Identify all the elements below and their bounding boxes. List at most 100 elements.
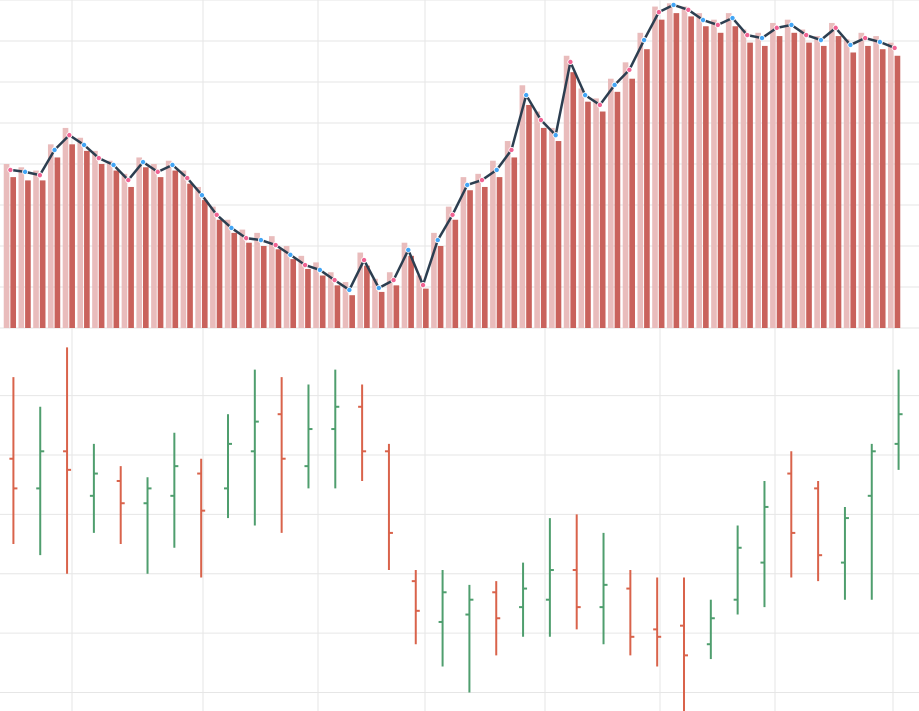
bar	[761, 45, 768, 329]
bar	[593, 98, 599, 329]
bar	[784, 19, 791, 329]
bar	[437, 246, 444, 328]
bar	[33, 170, 39, 328]
line-marker	[847, 41, 854, 48]
bar	[481, 186, 488, 328]
bar	[711, 19, 717, 329]
bar	[637, 32, 644, 329]
line-marker	[493, 166, 500, 173]
bar	[290, 259, 297, 328]
bar	[843, 39, 850, 329]
bar	[195, 186, 201, 328]
bar	[10, 177, 17, 328]
bar	[526, 104, 532, 329]
line-marker	[22, 168, 29, 175]
line-marker	[862, 35, 869, 42]
bar	[298, 255, 305, 328]
bar	[799, 29, 806, 329]
bar	[431, 232, 437, 328]
bar	[504, 141, 511, 328]
bar	[69, 144, 75, 328]
bar	[393, 285, 400, 328]
line-marker	[287, 251, 294, 258]
bar	[814, 36, 820, 329]
line-marker	[95, 155, 102, 162]
line-marker	[110, 161, 117, 168]
bar	[378, 291, 385, 328]
line-marker	[773, 24, 780, 31]
line-marker	[331, 277, 338, 284]
bar	[224, 219, 231, 328]
line-marker	[213, 211, 220, 218]
bar	[629, 78, 635, 328]
bar	[475, 173, 481, 328]
bar	[644, 49, 650, 328]
line-marker	[891, 44, 898, 51]
bar	[607, 78, 614, 328]
bar	[820, 45, 827, 329]
line-marker	[596, 101, 603, 108]
bar	[269, 236, 275, 328]
bar	[829, 22, 835, 329]
bar	[157, 177, 164, 328]
line-marker	[817, 37, 824, 44]
bar	[614, 91, 621, 328]
bar	[401, 242, 408, 328]
bar	[879, 49, 886, 328]
line-marker	[302, 262, 309, 269]
bar	[313, 262, 319, 328]
bar	[180, 170, 187, 328]
line-marker	[51, 146, 58, 153]
bar	[246, 242, 252, 328]
bar	[873, 36, 879, 329]
line-marker	[478, 177, 485, 184]
bar	[666, 3, 673, 329]
bar	[216, 219, 223, 328]
bar	[622, 62, 629, 328]
line-marker	[803, 32, 810, 39]
bar	[563, 55, 570, 328]
vertical-grid	[71, 0, 894, 711]
bar	[770, 22, 776, 329]
line-marker	[125, 177, 132, 184]
bar	[349, 295, 355, 328]
bar	[578, 88, 585, 328]
bar	[696, 13, 703, 329]
line-marker	[405, 246, 412, 253]
bar	[423, 288, 429, 328]
bar	[460, 177, 467, 328]
bar	[688, 16, 694, 329]
line-marker	[714, 21, 721, 28]
line-marker	[537, 117, 544, 124]
line-marker	[36, 172, 43, 179]
bar	[835, 36, 842, 329]
bar	[143, 167, 149, 328]
bar	[106, 160, 113, 328]
bar	[386, 272, 393, 328]
line-marker	[228, 224, 235, 231]
line-marker	[552, 132, 559, 139]
bar	[47, 144, 54, 328]
line-marker	[184, 175, 191, 182]
line-marker	[567, 58, 574, 65]
bar	[490, 160, 496, 328]
bar	[894, 55, 901, 328]
bar	[357, 252, 364, 328]
bar	[62, 127, 69, 328]
line-marker	[729, 15, 736, 22]
bar	[275, 249, 282, 328]
bar	[3, 164, 10, 328]
bar	[717, 32, 724, 329]
bar	[98, 164, 105, 328]
bar	[18, 167, 25, 328]
bar	[151, 164, 157, 328]
bar	[755, 32, 761, 329]
bar	[806, 42, 812, 328]
bar	[319, 275, 326, 328]
line-marker	[641, 37, 648, 44]
line-marker	[346, 286, 353, 293]
bar	[865, 45, 871, 329]
bar	[77, 137, 84, 328]
bar	[260, 246, 267, 328]
bar	[740, 29, 747, 329]
